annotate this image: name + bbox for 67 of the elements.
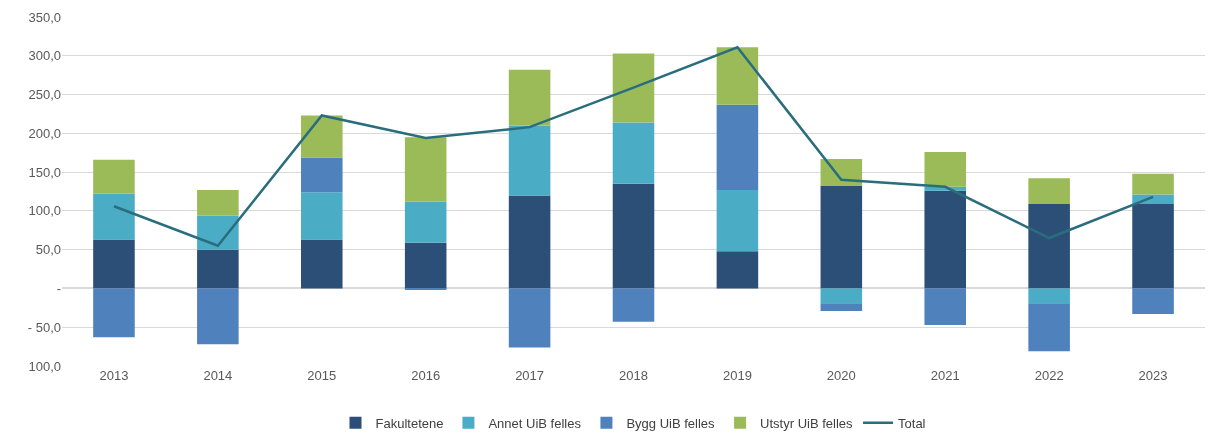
legend-label: Bygg UiB felles [626,415,716,431]
bar [197,249,239,289]
bar [1028,203,1070,289]
bar [300,115,343,158]
y-tick-label: 50,0 [35,242,61,258]
x-tick-label: 2023 [1138,368,1168,383]
bar [820,303,863,311]
bar [93,239,135,289]
bar [1132,288,1174,315]
x-tick-label: 2014 [203,368,233,383]
y-tick-label: 100,0 [28,358,61,374]
bar [300,192,343,240]
x-tick-label: 2018 [619,368,648,383]
bar [1132,173,1174,195]
x-tick-label: 2019 [722,368,752,383]
bar [1028,178,1070,204]
x-tick-label: 2013 [99,368,129,383]
legend-label: Fakultetene [375,415,444,431]
bar [924,190,967,289]
bar [93,288,135,338]
bar [404,201,447,243]
bar [197,215,239,250]
bar [300,239,343,289]
legend-label: Total [898,415,926,431]
bar [1028,288,1070,304]
bar [612,183,655,289]
y-tick-label: 250,0 [28,87,61,103]
bar [508,69,551,126]
x-tick-label: 2020 [826,368,856,383]
y-tick-label: 100,0 [28,203,61,219]
bar [508,288,551,348]
x-tick-label: 2021 [930,368,960,383]
legend-label: Annet UiB felles [488,415,582,431]
bar [404,137,447,202]
bar [716,47,759,105]
bar [1132,203,1174,289]
bar [612,53,655,123]
bar [300,157,343,193]
bar [508,125,551,196]
bar [716,104,759,190]
line-series [112,46,1155,248]
bar [93,159,135,194]
bar [93,193,135,240]
bar [1028,303,1070,352]
y-tick-label: - 50,0 [27,319,61,335]
y-tick-label: 150,0 [28,164,61,180]
bar [820,288,863,304]
y-tick-label: 350,0 [28,9,61,25]
legend-label: Utstyr UiB felles [760,415,854,431]
bar [716,189,759,252]
bar [924,288,967,325]
bar [612,288,655,322]
x-tick-label: 2015 [307,368,337,383]
bar [508,195,551,289]
bar [820,186,863,289]
x-tick-label: 2017 [515,368,545,383]
y-tick-label: 300,0 [28,48,61,64]
bar [197,288,239,345]
y-tick-label: - [56,280,61,296]
x-tick-label: 2022 [1034,368,1064,383]
bar [197,189,239,216]
bar [924,151,967,187]
y-tick-label: 200,0 [28,125,61,141]
bar [612,122,655,184]
bar [716,251,759,289]
x-tick-label: 2016 [411,368,441,383]
bar [404,242,447,289]
